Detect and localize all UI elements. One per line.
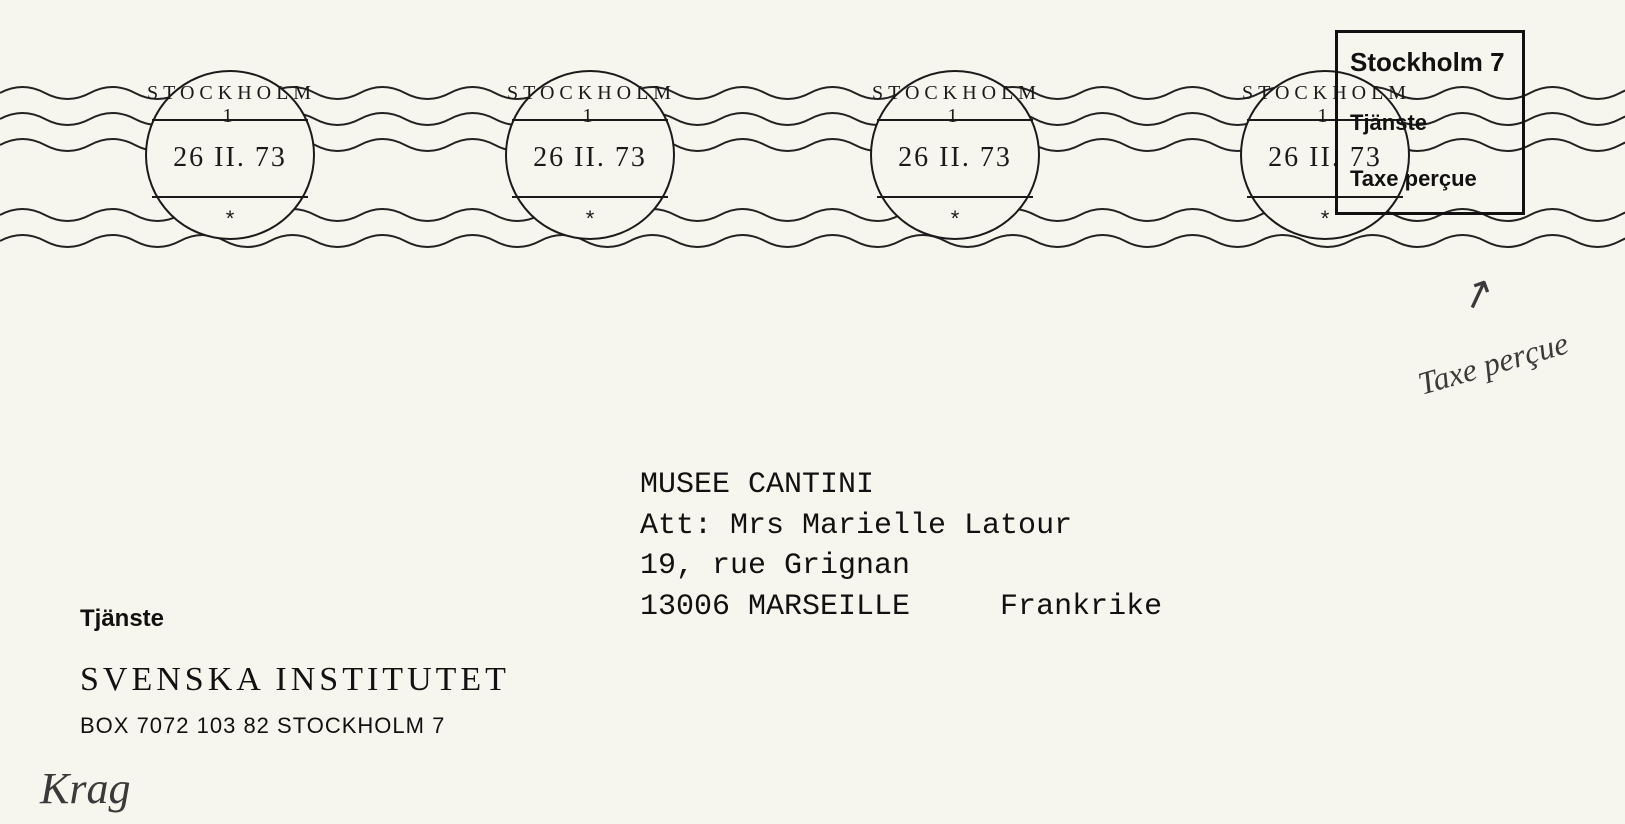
sender-block: Tjänste SVENSKA INSTITUTET BOX 7072 103 …	[80, 605, 510, 739]
postmark-date: 26 II. 73	[872, 142, 1038, 174]
recipient-name: MUSEE CANTINI	[640, 468, 874, 502]
postmark-rule	[512, 119, 668, 121]
postmark-star: *	[507, 206, 673, 232]
sender-tjanste: Tjänste	[80, 605, 510, 633]
postmark-date: 26 II. 73	[507, 142, 673, 174]
taxe-box-tjanste: Tjänste	[1350, 110, 1514, 136]
taxe-box-taxe: Taxe perçue	[1350, 166, 1514, 192]
handwritten-arrow: ↗	[1454, 266, 1502, 322]
recipient-street: 19, rue Grignan	[640, 549, 910, 583]
handwritten-krag: Krag	[40, 763, 130, 814]
sender-institute: SVENSKA INSTITUTET	[80, 661, 510, 699]
handwritten-taxe-note: Taxe perçue	[1414, 324, 1573, 402]
postmark-city: STOCKHOLM 1	[507, 82, 673, 128]
postmark-date: 26 II. 73	[147, 142, 313, 174]
postmark-rule	[877, 119, 1033, 121]
postmark-rule	[877, 196, 1033, 198]
postmark-rule	[512, 196, 668, 198]
postmark-star: *	[872, 206, 1038, 232]
taxe-percue-box: Stockholm 7 Tjänste Taxe perçue	[1335, 30, 1525, 215]
recipient-address: MUSEE CANTINI Att: Mrs Marielle Latour 1…	[640, 465, 1162, 627]
recipient-city: 13006 MARSEILLE Frankrike	[640, 590, 1162, 624]
postmark-city: STOCKHOLM 1	[147, 82, 313, 128]
envelope: STOCKHOLM 1 26 II. 73 * STOCKHOLM 1 26 II. 7…	[0, 0, 1625, 824]
postmark-rule	[152, 119, 308, 121]
postmark-city: STOCKHOLM 1	[872, 82, 1038, 128]
postmark-circle: STOCKHOLM 1 26 II. 73 *	[505, 70, 675, 240]
postmark-circle: STOCKHOLM 1 26 II. 73 *	[145, 70, 315, 240]
recipient-attn: Att: Mrs Marielle Latour	[640, 509, 1072, 543]
postmark-star: *	[147, 206, 313, 232]
sender-boxline: BOX 7072 103 82 STOCKHOLM 7	[80, 713, 510, 739]
taxe-box-city: Stockholm 7	[1350, 47, 1514, 78]
postmark-rule	[152, 196, 308, 198]
postmark-circle: STOCKHOLM 1 26 II. 73 *	[870, 70, 1040, 240]
